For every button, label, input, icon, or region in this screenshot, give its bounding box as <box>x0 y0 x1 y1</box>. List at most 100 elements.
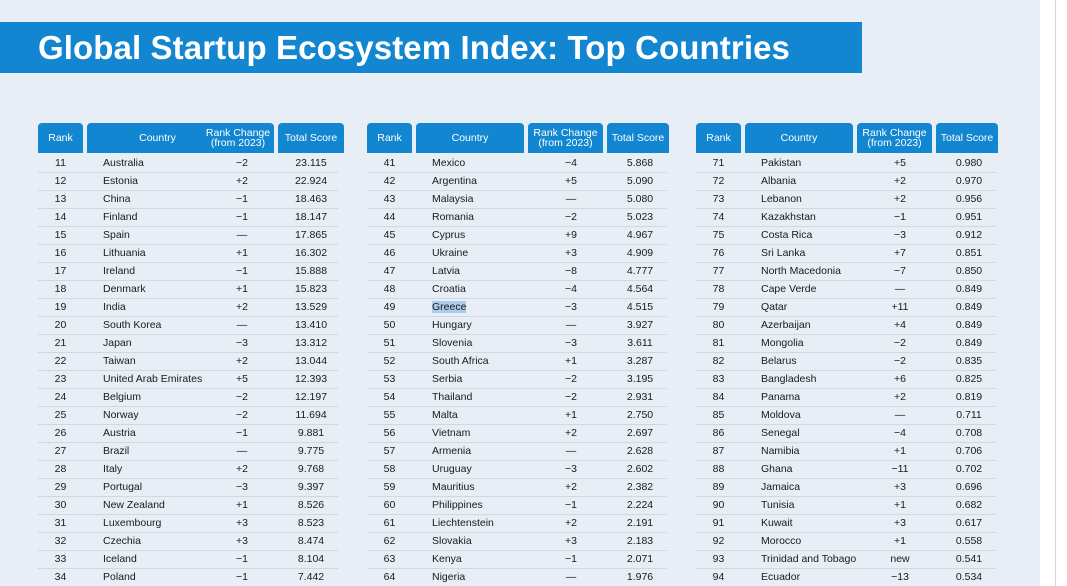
table-row: 30 New Zealand +1 8.526 <box>38 497 338 515</box>
header-total-score: Total Score <box>936 123 998 153</box>
cell-rank: 63 <box>383 553 396 565</box>
table-row: 92 Morocco +1 0.558 <box>696 533 996 551</box>
header-country: Country <box>416 123 524 153</box>
cell-rank: 49 <box>383 301 396 313</box>
cell-rank-change: +9 <box>565 229 577 241</box>
cell-rank: 71 <box>712 157 725 169</box>
cell-country: Austria <box>103 427 136 439</box>
cell-rank-change: −1 <box>236 427 248 439</box>
cell-rank-change: +5 <box>236 373 248 385</box>
header-rank-change: Rank Change (from 2023) <box>528 123 603 153</box>
table-row: 26 Austria −1 9.881 <box>38 425 338 443</box>
cell-country: South Africa <box>432 355 489 367</box>
table-row: 85 Moldova — 0.711 <box>696 407 996 425</box>
ranking-table-1: Rank Country Rank Change (from 2023) Tot… <box>38 123 344 586</box>
table-row: 83 Bangladesh +6 0.825 <box>696 371 996 389</box>
cell-total-score: 2.602 <box>626 463 654 475</box>
cell-total-score: 0.702 <box>955 463 983 475</box>
cell-country: Estonia <box>103 175 139 187</box>
cell-rank-change: +11 <box>891 301 909 313</box>
cell-rank-change: +3 <box>565 535 577 547</box>
cell-rank: 11 <box>55 157 66 169</box>
cell-total-score: 18.147 <box>294 211 328 223</box>
cell-country: Moldova <box>761 409 801 421</box>
cell-country: Albania <box>761 175 797 187</box>
cell-country: Senegal <box>761 427 800 439</box>
cell-country: Jamaica <box>761 481 801 493</box>
cell-country: Lebanon <box>761 193 802 205</box>
cell-country: Japan <box>103 337 132 349</box>
table-row: 32 Czechia +3 8.474 <box>38 533 338 551</box>
cell-rank-change: +2 <box>236 355 248 367</box>
table-row: 53 Serbia −2 3.195 <box>367 371 667 389</box>
table-row: 14 Finland −1 18.147 <box>38 209 338 227</box>
cell-country: North Macedonia <box>761 265 841 277</box>
cell-rank-change: +1 <box>894 535 906 547</box>
cell-rank-change: −2 <box>236 409 248 421</box>
cell-rank: 17 <box>54 265 67 277</box>
cell-total-score: 1.976 <box>626 571 654 583</box>
cell-rank: 28 <box>54 463 67 475</box>
table-row: 12 Estonia +2 22.924 <box>38 173 338 191</box>
header-country: Country <box>745 123 853 153</box>
cell-country: Azerbaijan <box>761 319 811 331</box>
table-row: 48 Croatia −4 4.564 <box>367 281 667 299</box>
cell-total-score: 13.529 <box>294 301 328 313</box>
cell-rank: 86 <box>712 427 725 439</box>
cell-rank-change: +5 <box>565 175 577 187</box>
header-rank-change-line1: Rank Change <box>205 127 271 139</box>
cell-rank-change: — <box>565 193 577 205</box>
cell-rank-change: — <box>236 229 248 241</box>
cell-total-score: 2.071 <box>626 553 654 565</box>
cell-total-score: 11.694 <box>295 409 327 421</box>
table-row: 71 Pakistan +5 0.980 <box>696 155 996 173</box>
cell-rank-change: −3 <box>236 481 248 493</box>
cell-rank: 81 <box>712 337 725 349</box>
header-rank-change-line1: Rank Change <box>533 127 598 139</box>
table-row: 19 India +2 13.529 <box>38 299 338 317</box>
cell-rank-change: +5 <box>894 157 906 169</box>
cell-rank-change: +1 <box>236 499 248 511</box>
table-row: 45 Cyprus +9 4.967 <box>367 227 667 245</box>
table-row: 55 Malta +1 2.750 <box>367 407 667 425</box>
cell-total-score: 9.768 <box>297 463 325 475</box>
cell-rank: 23 <box>54 373 67 385</box>
cell-total-score: 4.777 <box>626 265 654 277</box>
cell-total-score: 8.104 <box>297 553 325 565</box>
cell-total-score: 2.224 <box>626 499 654 511</box>
cell-rank-change: +2 <box>565 481 577 493</box>
table-row: 86 Senegal −4 0.708 <box>696 425 996 443</box>
cell-total-score: 0.912 <box>955 229 983 241</box>
cell-country: Ukraine <box>432 247 469 259</box>
cell-country: Malta <box>432 409 458 421</box>
cell-rank-change: +3 <box>236 517 248 529</box>
cell-rank: 87 <box>712 445 725 457</box>
cell-total-score: 0.534 <box>955 571 983 583</box>
table-row: 25 Norway −2 11.694 <box>38 407 338 425</box>
cell-rank: 93 <box>712 553 725 565</box>
cell-rank: 78 <box>712 283 725 295</box>
cell-rank-change: +2 <box>894 175 906 187</box>
table-row: 60 Philippines −1 2.224 <box>367 497 667 515</box>
cell-rank-change: +2 <box>894 193 906 205</box>
cell-country: Mongolia <box>761 337 804 349</box>
cell-total-score: 5.080 <box>626 193 654 205</box>
table-row: 11 Australia −2 23.115 <box>38 155 338 173</box>
cell-total-score: 0.849 <box>955 319 983 331</box>
cell-country: Namibia <box>761 445 800 457</box>
table-row: 31 Luxembourg +3 8.523 <box>38 515 338 533</box>
cell-rank: 60 <box>383 499 396 511</box>
cell-rank: 62 <box>383 535 396 547</box>
cell-total-score: 0.558 <box>955 535 983 547</box>
table-row: 23 United Arab Emirates +5 12.393 <box>38 371 338 389</box>
table-row: 91 Kuwait +3 0.617 <box>696 515 996 533</box>
cell-rank-change: +4 <box>894 319 906 331</box>
table-row: 56 Vietnam +2 2.697 <box>367 425 667 443</box>
cell-total-score: 8.474 <box>297 535 325 547</box>
cell-rank-change: +3 <box>565 247 577 259</box>
cell-country: Portugal <box>103 481 143 493</box>
cell-rank: 42 <box>383 175 396 187</box>
cell-rank-change: — <box>565 445 577 457</box>
cell-rank: 84 <box>712 391 725 403</box>
cell-rank: 12 <box>54 175 67 187</box>
